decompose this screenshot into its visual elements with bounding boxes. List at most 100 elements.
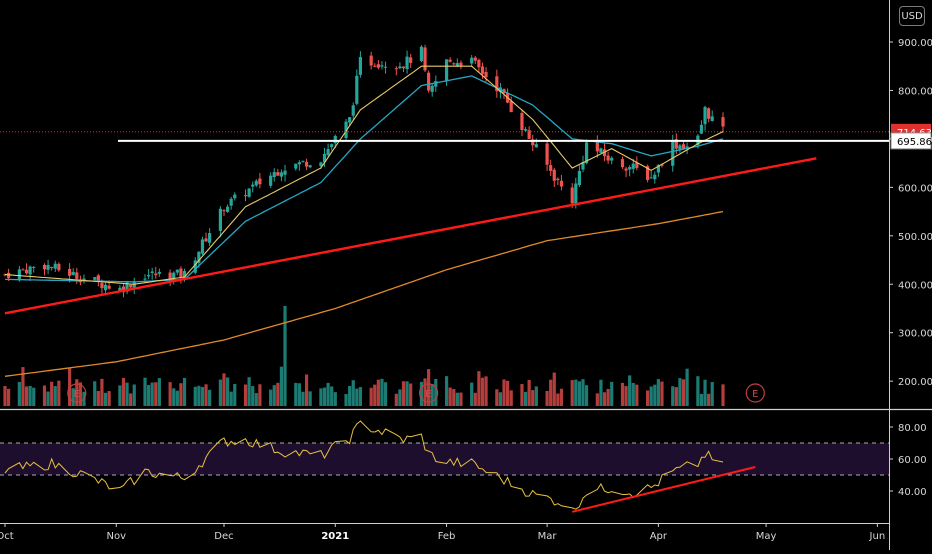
- candle: [24, 269, 29, 274]
- volume-bar: [93, 381, 97, 406]
- volume-bar: [319, 388, 323, 406]
- candle: [570, 187, 574, 204]
- candle: [584, 142, 589, 164]
- volume-bar: [276, 382, 280, 406]
- level-price-tag-box: [890, 132, 932, 150]
- rsi-pane[interactable]: [0, 443, 889, 475]
- candle: [100, 283, 104, 289]
- candle: [17, 269, 21, 281]
- price-tick-label: 600.00: [898, 183, 932, 194]
- volume-bar: [584, 385, 589, 406]
- volume-bar: [383, 382, 388, 406]
- volume-bar: [208, 389, 212, 406]
- volume-bar: [506, 380, 510, 406]
- volume-bar: [606, 388, 610, 406]
- earnings-label: E: [752, 389, 758, 400]
- candle: [660, 164, 664, 166]
- candle: [574, 183, 578, 206]
- candle: [606, 155, 610, 161]
- candle: [319, 162, 323, 167]
- volume-bar: [470, 382, 474, 406]
- candle: [383, 66, 388, 68]
- volume-bar: [610, 381, 614, 406]
- candle: [509, 101, 513, 113]
- candle: [225, 206, 230, 212]
- volume-bar: [380, 378, 384, 406]
- volume-bar: [308, 391, 312, 406]
- candle: [208, 233, 212, 243]
- candle: [620, 159, 625, 168]
- rsi-tick-label: 40.00: [898, 487, 927, 498]
- candle: [624, 168, 628, 171]
- volume-bar: [498, 392, 503, 406]
- volume-bar: [75, 379, 79, 406]
- volume-bar: [477, 371, 481, 406]
- currency-button[interactable]: USD: [899, 6, 925, 26]
- candle: [344, 121, 348, 139]
- candles: [3, 44, 725, 298]
- candle: [545, 143, 549, 165]
- volume-bar: [283, 306, 287, 406]
- candle: [599, 148, 603, 153]
- volume-bar: [545, 390, 549, 406]
- candle: [534, 144, 538, 148]
- volume-bar: [297, 383, 301, 406]
- candle: [276, 172, 280, 176]
- candle: [32, 267, 36, 269]
- candle: [218, 208, 222, 231]
- volume-bar: [527, 379, 531, 406]
- candle: [68, 268, 72, 276]
- candle: [459, 62, 463, 66]
- candle: [50, 266, 54, 268]
- candle: [409, 57, 413, 63]
- volume-bar: [653, 384, 657, 406]
- candle: [121, 286, 126, 293]
- candle: [527, 130, 531, 139]
- candle: [297, 162, 301, 165]
- volume-bar: [394, 393, 398, 406]
- volume-bar: [721, 384, 725, 406]
- candle: [373, 65, 377, 67]
- volume-bar: [552, 372, 556, 406]
- price-tick-label: 200.00: [898, 377, 932, 388]
- volume-bar: [78, 382, 82, 406]
- candle: [470, 57, 474, 64]
- candle: [444, 59, 449, 81]
- volume-bar: [628, 375, 632, 406]
- candle: [82, 278, 86, 281]
- volume-bar: [376, 379, 380, 406]
- volume-bar: [455, 392, 459, 406]
- volume-bar: [204, 384, 208, 406]
- candle: [322, 153, 327, 163]
- volume-bar: [427, 369, 431, 406]
- volume-bar: [57, 380, 61, 406]
- ema-fast-line: [4, 65, 724, 285]
- candle: [520, 113, 524, 131]
- volume-bar: [233, 383, 237, 406]
- volume-bar: [369, 387, 373, 406]
- volume-bar: [103, 392, 108, 406]
- candle: [707, 108, 711, 119]
- volume-bar: [577, 381, 581, 406]
- earnings-label: E: [425, 389, 431, 400]
- candle: [118, 287, 122, 291]
- volume-bar: [434, 378, 438, 406]
- volume-bar: [599, 379, 603, 406]
- candle: [355, 75, 359, 104]
- candle: [671, 141, 675, 166]
- candle: [326, 148, 330, 156]
- volume-bar: [71, 388, 75, 406]
- volume-bar: [559, 388, 564, 406]
- volume-bar: [53, 386, 57, 406]
- candle: [304, 161, 309, 167]
- candle: [376, 64, 380, 68]
- candle: [182, 271, 187, 279]
- candle: [699, 124, 704, 134]
- candle: [631, 163, 635, 169]
- volume-bar: [21, 367, 25, 406]
- candle: [523, 129, 528, 131]
- volume-bar: [419, 381, 424, 406]
- candle: [333, 135, 337, 144]
